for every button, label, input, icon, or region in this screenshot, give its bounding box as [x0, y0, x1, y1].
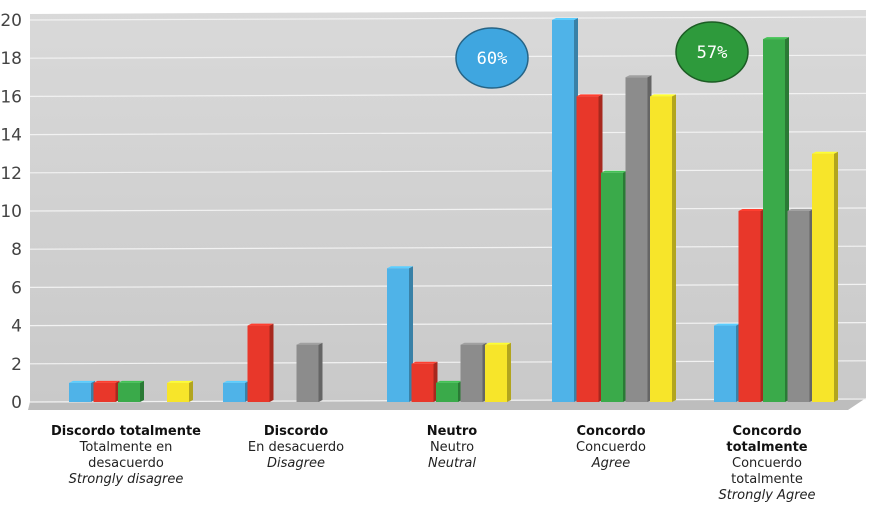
gridline — [29, 283, 867, 288]
category-label: Concordo Concuerdo Agree — [526, 424, 696, 472]
category-label: Neutro Neutro Neutral — [367, 424, 537, 472]
bar-c2-s3 — [460, 342, 487, 402]
gridline — [29, 92, 867, 97]
bar-c2-s4 — [485, 342, 511, 402]
bar-c4-s4 — [812, 151, 838, 402]
category-label-en: Disagree — [267, 456, 325, 471]
bar-c3-s4 — [650, 94, 676, 403]
gridline — [29, 169, 867, 174]
y-tick-label: 6 — [11, 278, 22, 298]
category-label-pt: Concordo totalmente — [726, 424, 808, 455]
bar-c2-s0 — [387, 266, 413, 402]
bar-c4-s2 — [763, 37, 789, 402]
gridline — [29, 131, 867, 136]
category-label: Discordo totalmente Totalmente en desacue… — [46, 424, 206, 488]
category-label-pt: Discordo totalmente — [50, 424, 202, 439]
category-label: Concordo totalmente Concuerdo totalmente S… — [707, 424, 827, 504]
bar-c1-s3 — [296, 342, 323, 402]
category-label-en: Strongly Agree — [718, 488, 816, 503]
category-label-es: Neutro — [429, 440, 475, 455]
bar-c4-s0 — [714, 323, 740, 402]
category-label-en: Strongly disagree — [68, 472, 184, 487]
bar-chart: 0 2 4 6 8 10 12 14 16 18 20 60% 57% — [0, 10, 867, 413]
y-tick-label: 8 — [11, 240, 22, 260]
bar-c2-s1 — [411, 361, 438, 402]
category-labels: Discordo totalmente Totalmente en desacue… — [0, 418, 870, 526]
y-tick-label: 16 — [0, 87, 22, 107]
category-label-en: Neutral — [428, 456, 476, 471]
bar-c4-s1 — [738, 209, 765, 402]
y-tick-label: 4 — [11, 317, 22, 337]
y-tick-label: 18 — [0, 49, 22, 69]
bar-c0-s1 — [93, 380, 120, 402]
category-label-pt: Discordo — [263, 424, 329, 439]
gridline — [29, 322, 867, 327]
bar-c3-s1 — [576, 94, 603, 403]
bar-c4-s3 — [787, 209, 814, 402]
bar-c1-s0 — [223, 380, 249, 402]
bar-c0-s2 — [118, 380, 144, 402]
y-tick-label: 10 — [0, 202, 22, 222]
category-label-es: En desacuerdo — [247, 440, 345, 455]
bar-c1-s1 — [247, 323, 274, 402]
annotation-1: 57% — [675, 21, 749, 83]
y-tick-label: 20 — [0, 11, 22, 31]
y-tick-label: 12 — [0, 164, 22, 184]
category-label-pt: Concordo — [576, 424, 646, 439]
y-tick-label: 2 — [11, 355, 22, 375]
annotation-0: 60% — [455, 27, 529, 89]
gridline — [29, 245, 867, 250]
category-label-pt: Neutro — [426, 424, 478, 439]
bar-c3-s3 — [625, 75, 652, 403]
y-tick-label: 14 — [0, 126, 22, 146]
bar-c0-s0 — [69, 380, 95, 402]
bar-c3-s0 — [552, 18, 578, 402]
annotation-label: 60% — [477, 49, 508, 69]
bar-c0-s4 — [167, 380, 193, 402]
category-label-es: Concuerdo — [576, 440, 646, 455]
category-label-es: Concuerdo totalmente — [731, 456, 803, 487]
bar-c3-s2 — [601, 170, 627, 402]
gridline — [29, 16, 867, 21]
category-label-es: Totalmente en desacuerdo — [79, 440, 173, 471]
bar-c2-s2 — [436, 380, 462, 402]
annotation-label: 57% — [697, 43, 728, 63]
category-label-en: Agree — [591, 456, 631, 471]
y-tick-label: 0 — [11, 393, 22, 413]
category-label: Discordo En desacuerdo Disagree — [211, 424, 381, 472]
gridline — [29, 207, 867, 212]
